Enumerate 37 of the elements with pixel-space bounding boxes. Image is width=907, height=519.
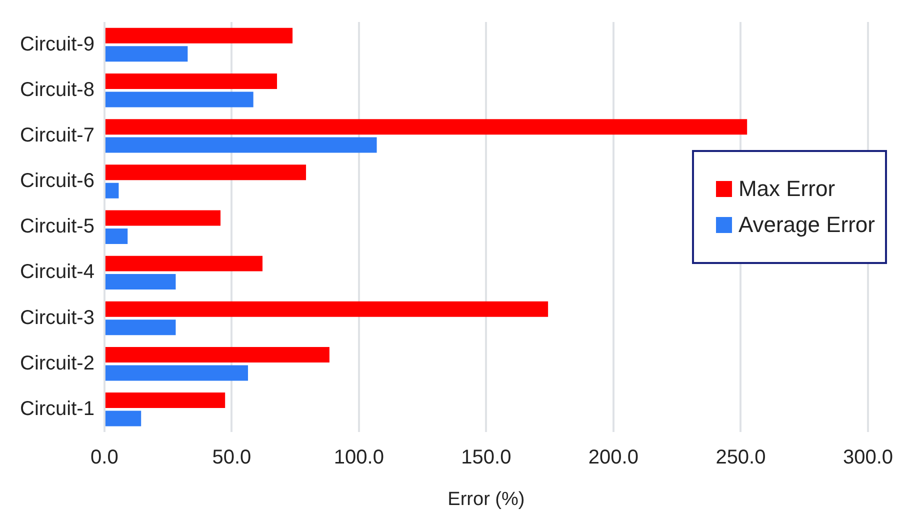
x-tick-label: 200.0: [588, 446, 638, 469]
bar: [105, 46, 188, 62]
bar: [105, 137, 377, 153]
y-tick-label: Circuit-8: [20, 78, 94, 101]
bar: [105, 256, 263, 272]
y-tick-label: Circuit-6: [20, 170, 94, 192]
bar: [105, 320, 176, 336]
y-tick-label: Circuit-4: [20, 261, 94, 284]
x-tick-label: 250.0: [716, 446, 766, 469]
y-tick-label: Circuit-5: [20, 216, 94, 238]
bar: [105, 28, 293, 44]
y-tick-label: Circuit-2: [20, 352, 94, 374]
y-tick-label: Circuit-7: [20, 124, 94, 146]
bar: [105, 92, 254, 108]
y-tick-label: Circuit-3: [20, 306, 94, 329]
x-axis-title: Error (%): [448, 488, 525, 510]
x-tick-label: 0.0: [90, 446, 118, 469]
bar: [105, 392, 226, 408]
bar: [105, 365, 248, 381]
bar: [105, 164, 306, 180]
bar: [105, 301, 548, 317]
bar: [105, 74, 278, 89]
x-tick-label: 150.0: [461, 446, 512, 469]
bar: [105, 210, 221, 226]
bar: [105, 274, 176, 290]
bar: [105, 182, 119, 198]
legend-label: Average Error: [738, 212, 875, 238]
x-tick-label: 300.0: [842, 446, 894, 469]
bar: [105, 410, 142, 426]
x-tick-label: 50.0: [212, 446, 252, 469]
x-tick-label: 100.0: [334, 446, 384, 469]
y-tick-label: Circuit-9: [20, 33, 94, 56]
bar: [105, 119, 748, 135]
bar: [105, 346, 330, 362]
bar: [105, 228, 128, 244]
legend-label: Max Error: [738, 176, 836, 202]
y-tick-label: Circuit-1: [20, 398, 94, 420]
